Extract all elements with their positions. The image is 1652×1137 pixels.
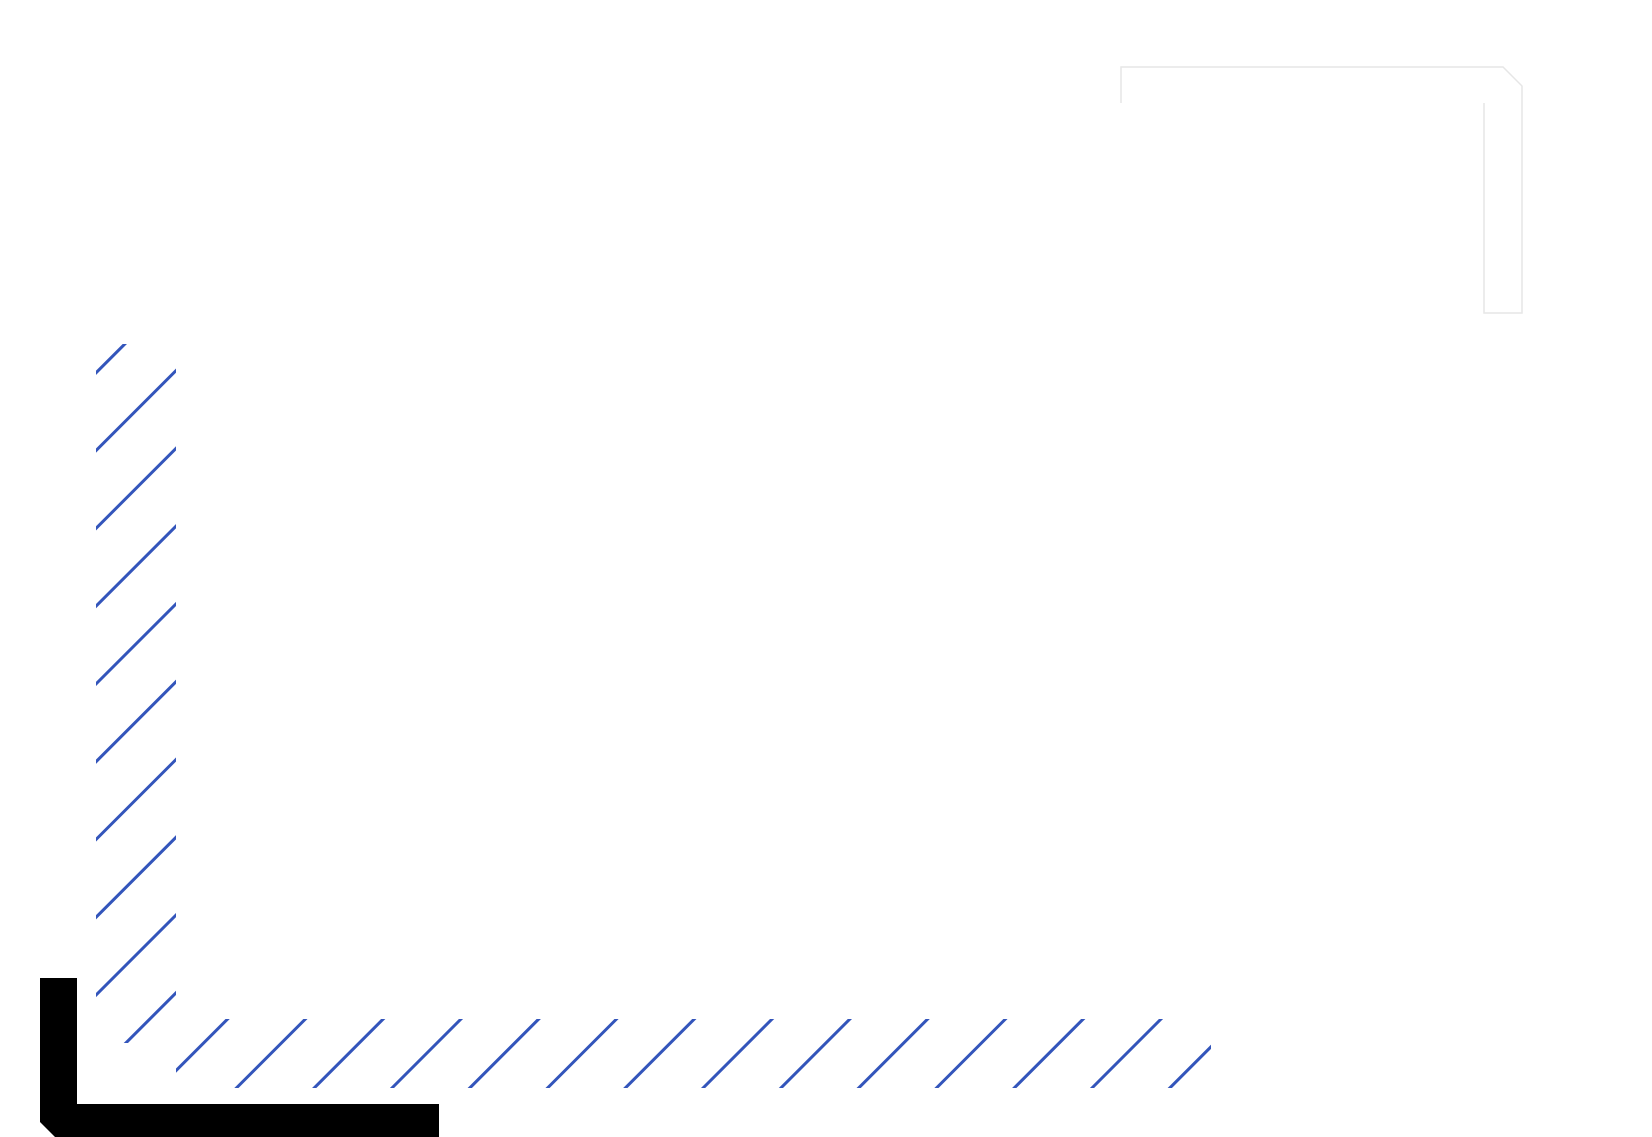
hatched-l-shape [96, 344, 1211, 1088]
top-right-corner-bracket [1120, 66, 1523, 314]
hatched-horizontal-strip [176, 1019, 1211, 1088]
bottom-left-corner-bracket [40, 978, 439, 1137]
hatched-vertical-strip [96, 344, 176, 1043]
